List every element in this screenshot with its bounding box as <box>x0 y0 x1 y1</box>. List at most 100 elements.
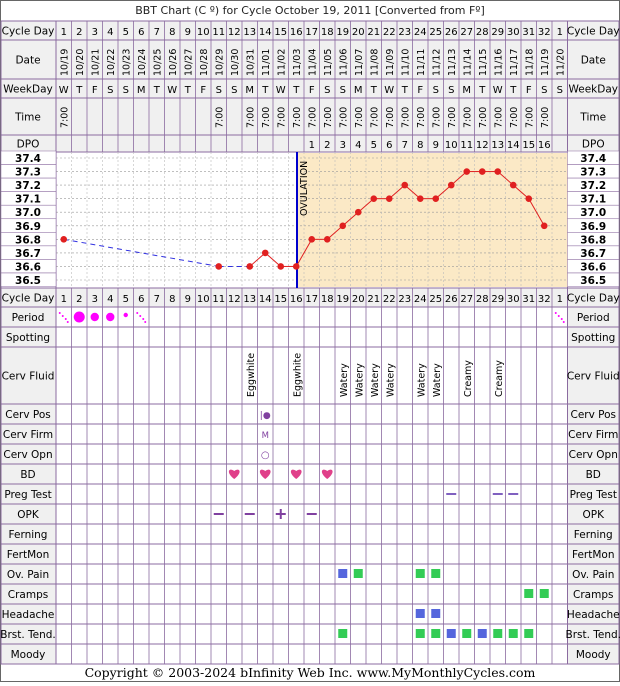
date-0: 10/19 <box>59 49 70 76</box>
weekday-28: W <box>493 85 503 96</box>
dpo-16: 1 <box>309 140 315 151</box>
cycle-day-bottom-12: 13 <box>243 294 256 305</box>
weekday-2: F <box>92 85 98 96</box>
row-label-right-ov_pain: Ov. Pain <box>572 569 614 581</box>
row-label-right-cerv_opn: Cerv Opn <box>569 449 618 461</box>
weekday-23: F <box>417 85 423 96</box>
cycle-day-bottom-31: 32 <box>538 294 551 305</box>
cycle-day-32: 1 <box>557 27 563 38</box>
headache-square-24 <box>431 609 441 618</box>
row-label-right-bd: BD <box>586 469 601 481</box>
row-label-cerv_firm: Cerv Firm <box>3 429 53 441</box>
date-23: 11/11 <box>416 49 427 76</box>
cycle-day-30: 31 <box>522 27 535 38</box>
brst-tend-square-26 <box>462 629 472 638</box>
row-label-right-dpo: DPO <box>582 139 605 151</box>
temp-point-26 <box>463 168 471 175</box>
cerv-fluid-18: Watery <box>339 363 350 397</box>
row-label-right-cerv_fluid: Cerv Fluid <box>567 371 620 383</box>
temp-line-seg-22 <box>404 184 421 200</box>
footer-copyright: Copyright © 2003-2024 bInfinity Web Inc.… <box>85 665 536 680</box>
time-26: 7:00 <box>462 107 473 128</box>
date-16: 11/04 <box>307 49 318 76</box>
row-label-right-ferning: Ferning <box>574 529 613 541</box>
cycle-day-23: 24 <box>414 27 427 38</box>
time-24: 7:00 <box>431 107 442 128</box>
row-label-cramps: Cramps <box>8 589 48 601</box>
weekday-10: S <box>216 85 222 96</box>
temp-line-seg-25 <box>450 171 468 186</box>
cycle-day-10: 11 <box>212 27 225 38</box>
period-spot-0-3 <box>66 321 69 323</box>
weekday-12: M <box>245 85 254 96</box>
time-10: 7:00 <box>214 107 225 128</box>
period-medium-2 <box>90 312 99 322</box>
ovulation-label: OVULATION <box>299 161 310 216</box>
cycle-day-bottom-13: 14 <box>259 294 272 305</box>
period-spot-32-1 <box>557 315 560 317</box>
dpo-31: 16 <box>538 140 551 151</box>
row-label-fertmon: FertMon <box>7 549 50 561</box>
temp-point-31 <box>540 222 548 230</box>
temp-point-23 <box>416 195 424 202</box>
temp-point-10 <box>215 263 223 270</box>
cerv-fluid-19: Watery <box>354 363 365 397</box>
cycle-day-1: 2 <box>76 27 82 38</box>
temp-point-29 <box>509 181 517 189</box>
dpo-20: 5 <box>371 140 377 151</box>
cycle-day-0: 1 <box>61 27 67 38</box>
cycle-day-bottom-18: 19 <box>336 294 349 305</box>
weekday-16: F <box>309 85 315 96</box>
time-19: 7:00 <box>354 107 365 128</box>
y-tick-left-0: 37.4 <box>15 153 41 165</box>
weekday-27: T <box>478 85 486 96</box>
cerv-fluid-20: Watery <box>370 363 381 397</box>
cycle-day-bottom-6: 7 <box>154 294 160 305</box>
brst-tend-square-30 <box>524 629 534 638</box>
cerv-fluid-15: Eggwhite <box>292 353 303 397</box>
temp-line-seg-12 <box>249 252 266 267</box>
cycle-day-bottom-14: 15 <box>274 294 287 305</box>
bd-heart-icon-13 <box>259 469 271 479</box>
weekday-25: S <box>448 85 454 96</box>
date-18: 11/06 <box>338 49 349 76</box>
temp-point-30 <box>525 195 533 202</box>
cerv-pos-13: |● <box>260 411 271 421</box>
date-21: 11/09 <box>385 49 396 76</box>
time-31: 7:00 <box>540 107 551 128</box>
dpo-30: 15 <box>522 140 535 151</box>
cycle-day-24: 25 <box>429 27 442 38</box>
cycle-day-bottom-25: 26 <box>445 294 458 305</box>
dpo-17: 2 <box>324 140 330 151</box>
y-tick-right-0: 37.4 <box>580 153 606 165</box>
temp-line-seg-21 <box>388 184 406 200</box>
cycle-day-bottom-30: 31 <box>522 294 535 305</box>
row-label-preg_test: Preg Test <box>4 489 51 501</box>
period-light-4 <box>123 312 128 318</box>
row-label-right-cramps: Cramps <box>573 589 613 601</box>
cycle-day-bottom-10: 11 <box>212 294 225 305</box>
row-label-ov_pain: Ov. Pain <box>7 569 49 581</box>
cramps-square-30 <box>524 589 534 598</box>
cycle-day-17: 18 <box>321 27 334 38</box>
cerv-fluid-28: Creamy <box>494 360 505 397</box>
cycle-day-7: 8 <box>169 27 175 38</box>
row-label-brst_tend: Brst. Tend. <box>0 629 56 641</box>
cycle-day-6: 7 <box>154 27 160 38</box>
weekday-26: M <box>462 85 471 96</box>
cycle-day-bottom-15: 16 <box>290 294 303 305</box>
date-17: 11/05 <box>323 49 334 76</box>
cycle-day-bottom-7: 8 <box>169 294 175 305</box>
time-12: 7:00 <box>245 107 256 128</box>
dpo-26: 11 <box>460 140 473 151</box>
date-19: 11/07 <box>354 49 365 76</box>
cycle-day-8: 9 <box>185 27 191 38</box>
row-label-moody: Moody <box>11 649 46 661</box>
temp-point-17 <box>323 236 331 243</box>
time-17: 7:00 <box>323 107 334 128</box>
brst-tend-square-24 <box>431 629 441 638</box>
weekday-22: T <box>401 85 409 96</box>
row-label-right-headache: Headache <box>567 609 620 621</box>
cycle-day-bottom-2: 3 <box>92 294 98 305</box>
y-tick-left-8: 36.6 <box>15 261 41 273</box>
